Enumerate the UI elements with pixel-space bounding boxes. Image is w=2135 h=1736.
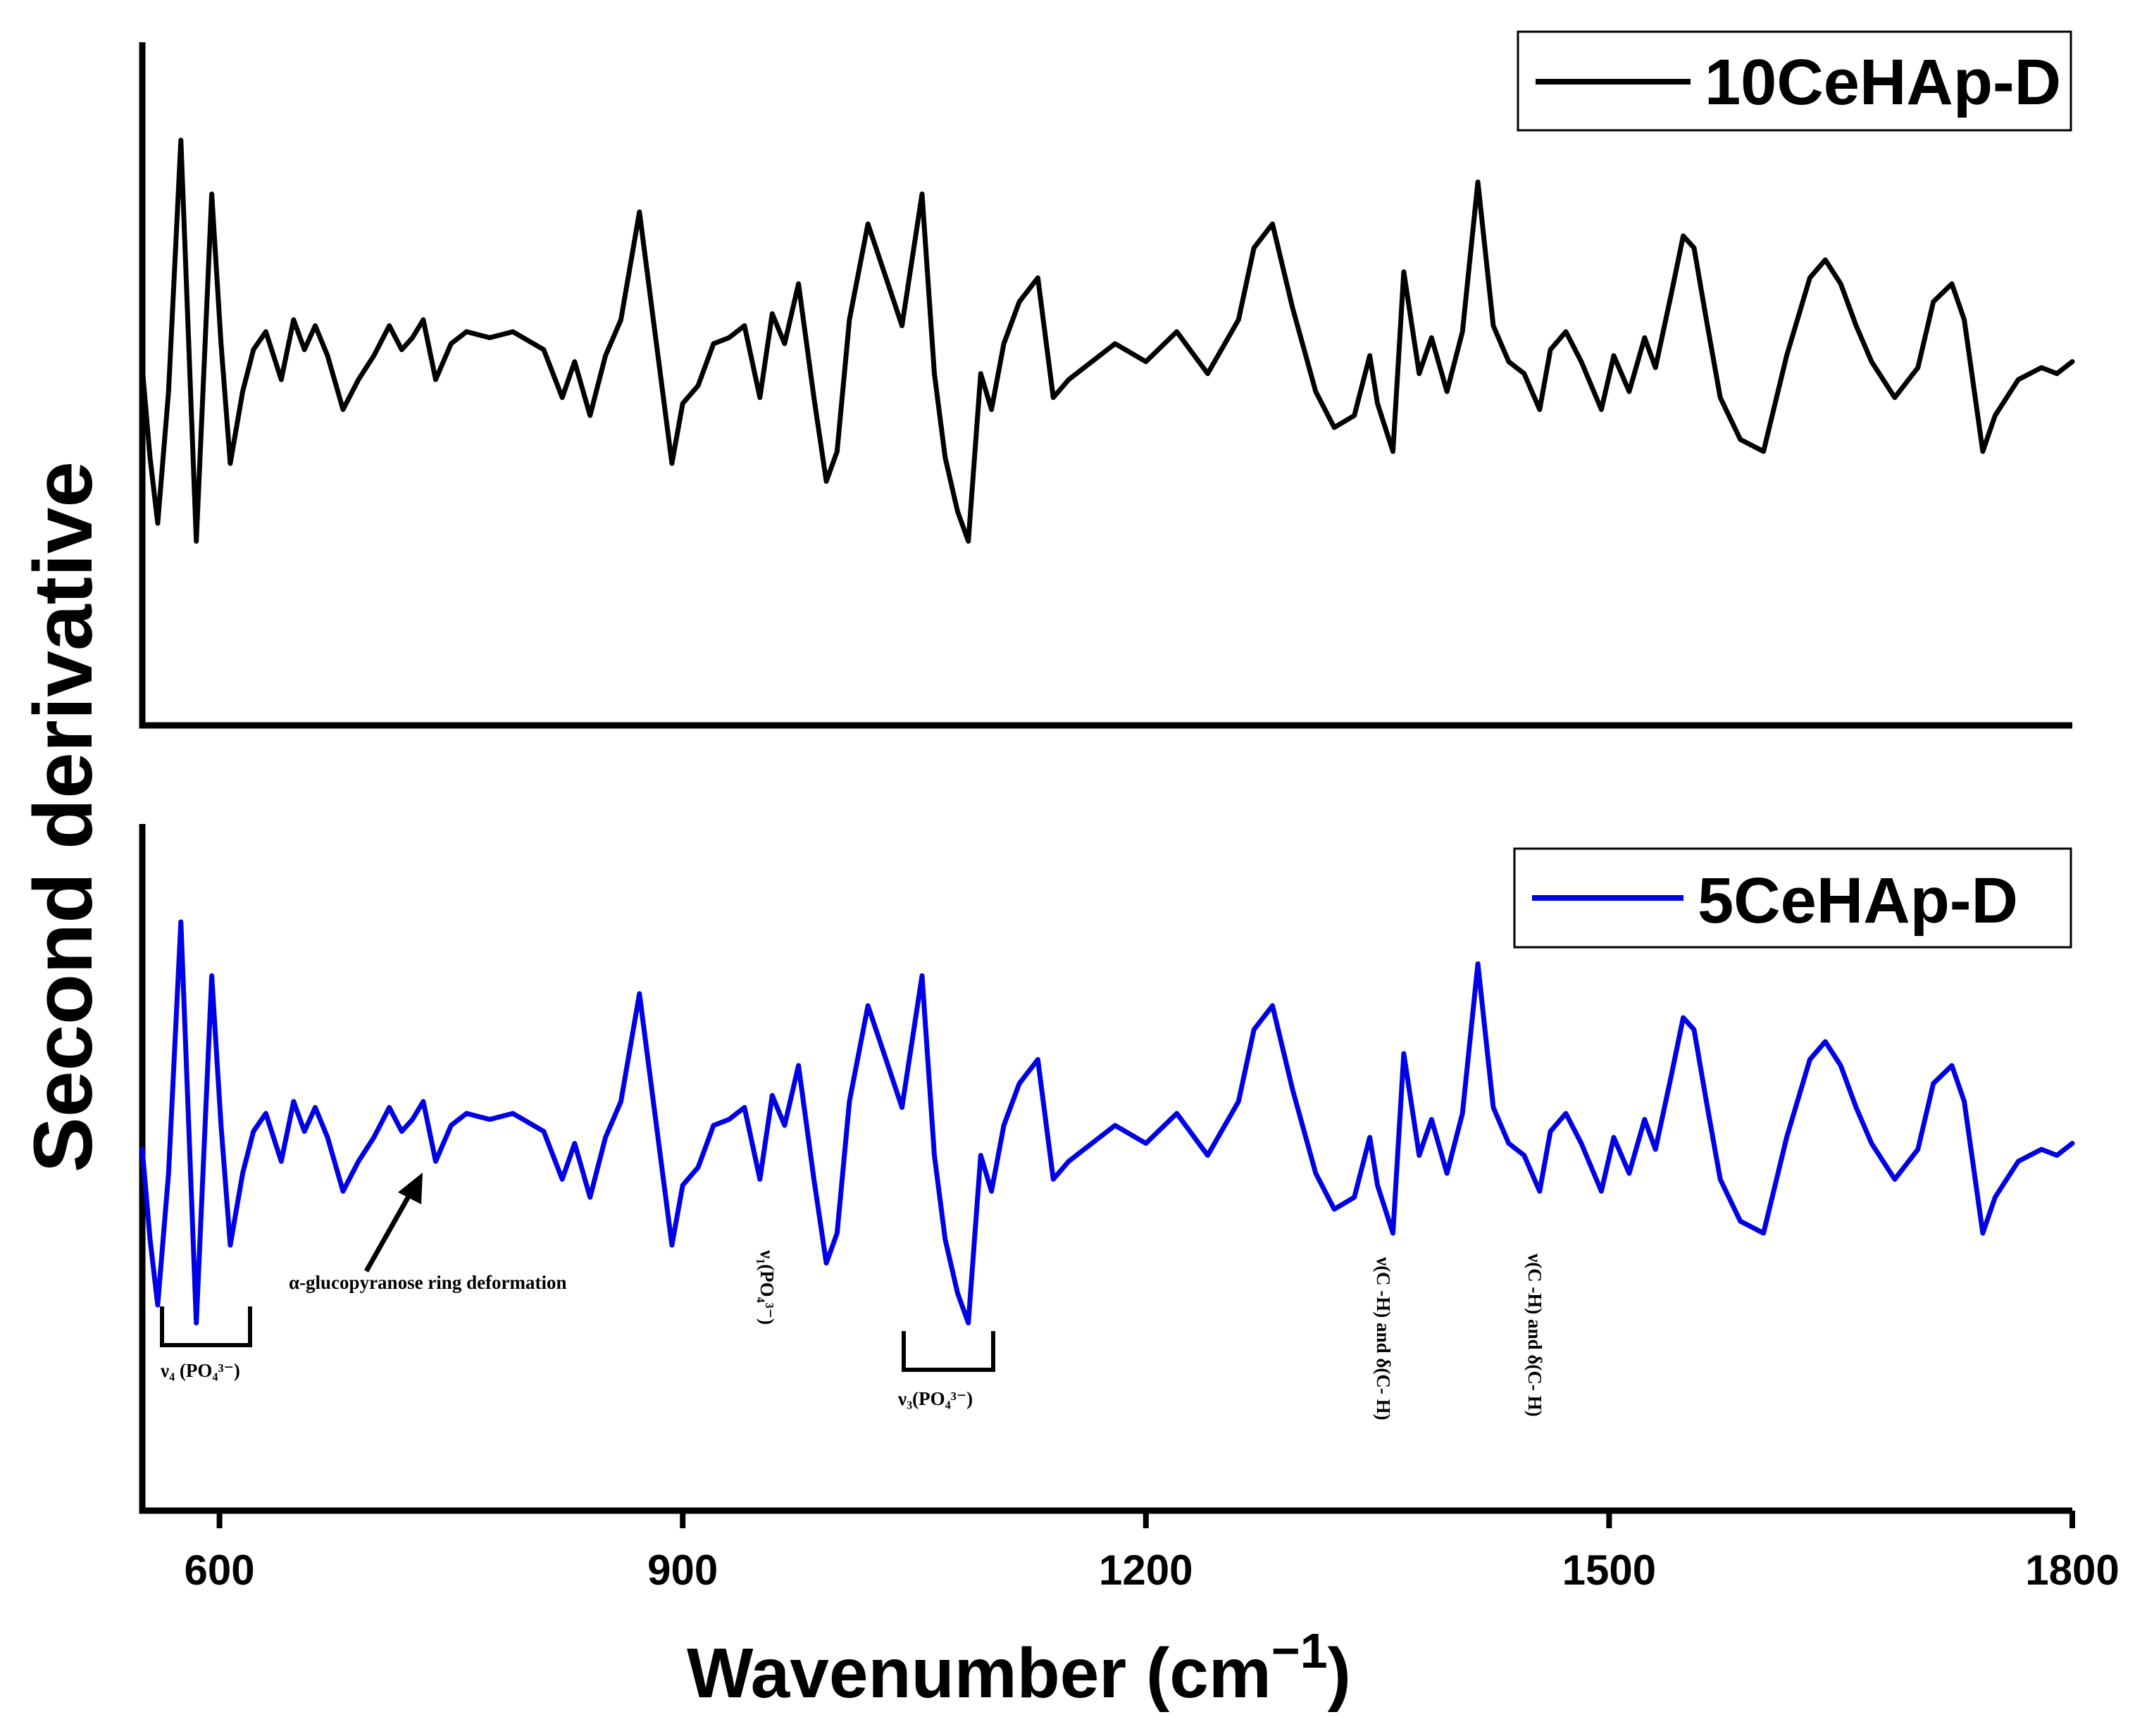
- legend-top: 10CeHAp-D: [1517, 30, 2072, 132]
- annotations: ν₄ (PO₄³⁻) ν₃(PO₄³⁻) α-glucopyranose rin…: [160, 1173, 1545, 1420]
- top-panel-axes: [139, 42, 2072, 729]
- x-axis-title-sup: −1: [1271, 1623, 1328, 1678]
- x-tick-label-900: 900: [647, 1547, 718, 1594]
- x-axis-title: Wavenumber (cm−1): [687, 1623, 1351, 1713]
- x-axis-title-main: Wavenumber (cm: [687, 1634, 1271, 1713]
- annotation-ch-1: ν(C -H) and δ(C- H): [1373, 1256, 1394, 1420]
- x-tick-label-600: 600: [185, 1547, 255, 1594]
- bottom-panel: 5CeHAp-D 600 900 1200 1500 1800: [139, 824, 2120, 1594]
- top-panel: 10CeHAp-D: [139, 30, 2075, 729]
- annotation-v1: ν₁(PO₄³⁻): [757, 1249, 778, 1325]
- arrow-glucopyranose: [363, 1189, 415, 1273]
- legend-label-top: 10CeHAp-D: [1705, 46, 2061, 118]
- annotation-v4: ν₄ (PO₄³⁻): [160, 1360, 240, 1381]
- series-line-10CeHAp-D: [139, 137, 2075, 544]
- bottom-panel-axes: [139, 824, 2072, 1514]
- y-axis-title: Second derivative: [17, 461, 110, 1173]
- x-axis-title-close: ): [1328, 1634, 1351, 1713]
- bracket-v4: [160, 1306, 252, 1347]
- annotation-ch-2: ν(C -H) and δ(C- H): [1524, 1253, 1545, 1417]
- legend-label-bottom: 5CeHAp-D: [1698, 865, 2018, 937]
- x-tick-label-1200: 1200: [1099, 1547, 1193, 1594]
- x-axis-ticks: 600 900 1200 1500 1800: [185, 1511, 2120, 1594]
- arrowhead-glucopyranose: [398, 1173, 423, 1204]
- bracket-v3: [902, 1331, 995, 1372]
- series-line-5CeHAp-D: [139, 919, 2075, 1325]
- annotation-v3: ν₃(PO₄³⁻): [897, 1388, 973, 1409]
- x-tick-label-1500: 1500: [1562, 1547, 1656, 1594]
- x-tick-label-1800: 1800: [2025, 1547, 2119, 1594]
- annotation-glucopyranose: α-glucopyranose ring deformation: [289, 1272, 567, 1293]
- legend-bottom: 5CeHAp-D: [1513, 847, 2072, 949]
